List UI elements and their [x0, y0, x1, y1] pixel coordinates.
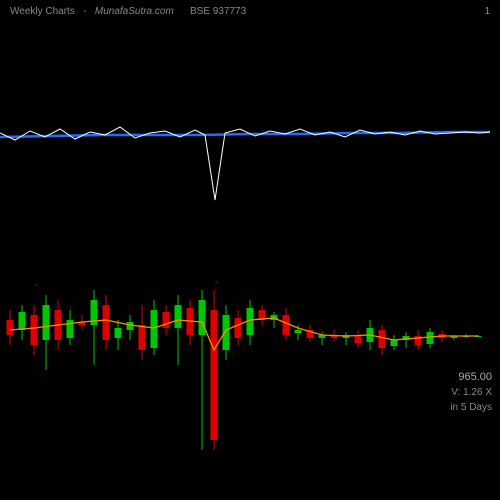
svg-text:-: - [35, 280, 38, 291]
upper-indicator-chart [0, 85, 500, 205]
header-left: Weekly Charts - MunafaSutra.com [10, 6, 174, 17]
svg-text:-: - [215, 277, 218, 288]
ticker-label: BSE 937773 [190, 6, 246, 17]
chart-title: Weekly Charts [10, 6, 75, 17]
header-right: 1 [484, 6, 490, 17]
spacer: - [78, 6, 92, 17]
price-info-panel: 965.00 V: 1.26 X in 5 Days [450, 369, 492, 416]
candlestick-chart: -- [0, 250, 500, 450]
volume-value: V: 1.26 X [450, 385, 492, 400]
period-label: in 5 Days [450, 400, 492, 415]
current-price: 965.00 [450, 369, 492, 386]
chart-header: Weekly Charts - MunafaSutra.com BSE 9377… [0, 6, 500, 22]
site-name: MunafaSutra.com [95, 6, 174, 17]
